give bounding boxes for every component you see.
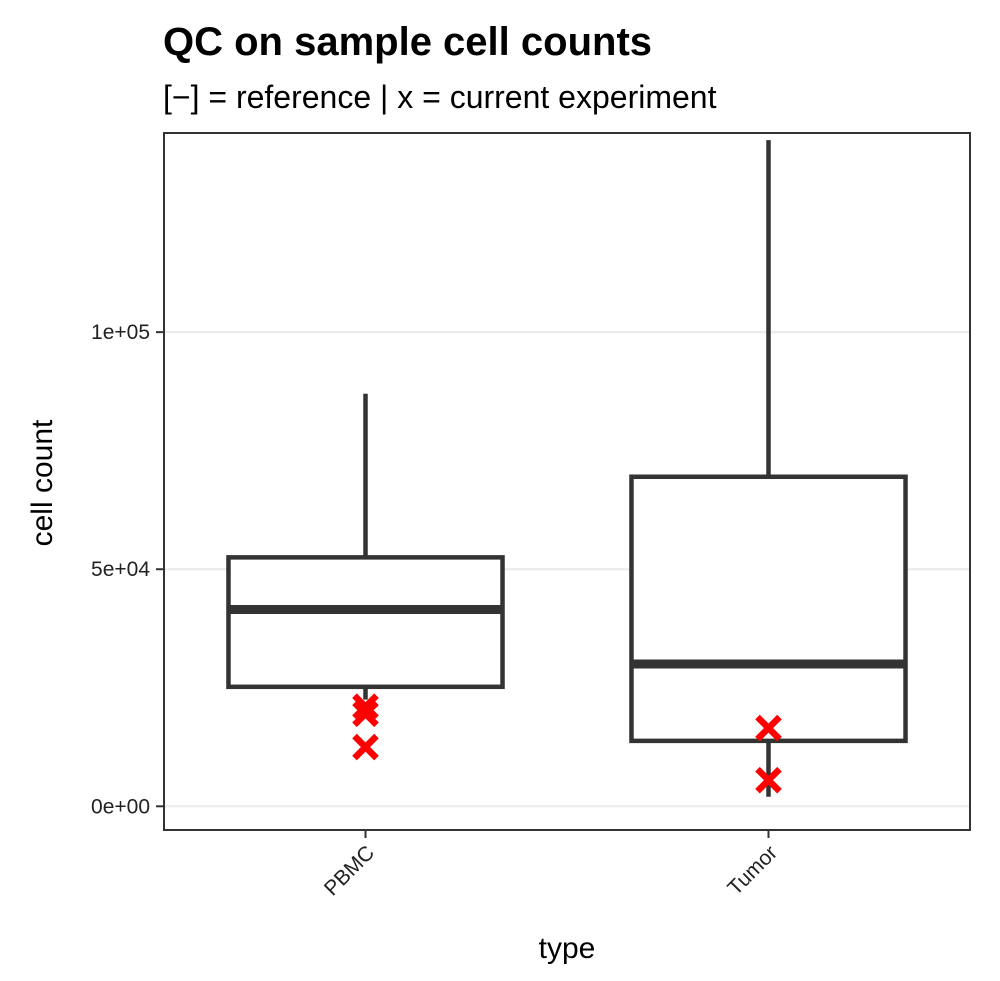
data-point-marker [755,714,782,742]
data-point-marker [755,766,782,794]
x-axis-title: type [539,932,596,965]
y-tick-label: 5e+04 [91,558,150,581]
y-axis-title: cell count [26,419,59,546]
panel-border [163,132,971,831]
data-point-marker [352,733,379,761]
chart-subtitle: [−] = reference | x = current experiment [163,79,717,115]
x-tick-label: Tumor [723,841,782,900]
y-tick-label: 1e+05 [91,321,150,344]
data-point-marker [352,693,379,721]
chart-title: QC on sample cell counts [163,20,652,64]
plot-area: 0e+00 5e+04 1e+05 PBMC Tumor [91,132,971,900]
box-iqr [629,474,908,744]
y-tick-label: 0e+00 [91,795,150,818]
data-point-marker [352,700,379,728]
x-tick-label: PBMC [320,841,379,900]
box-iqr [226,555,505,690]
